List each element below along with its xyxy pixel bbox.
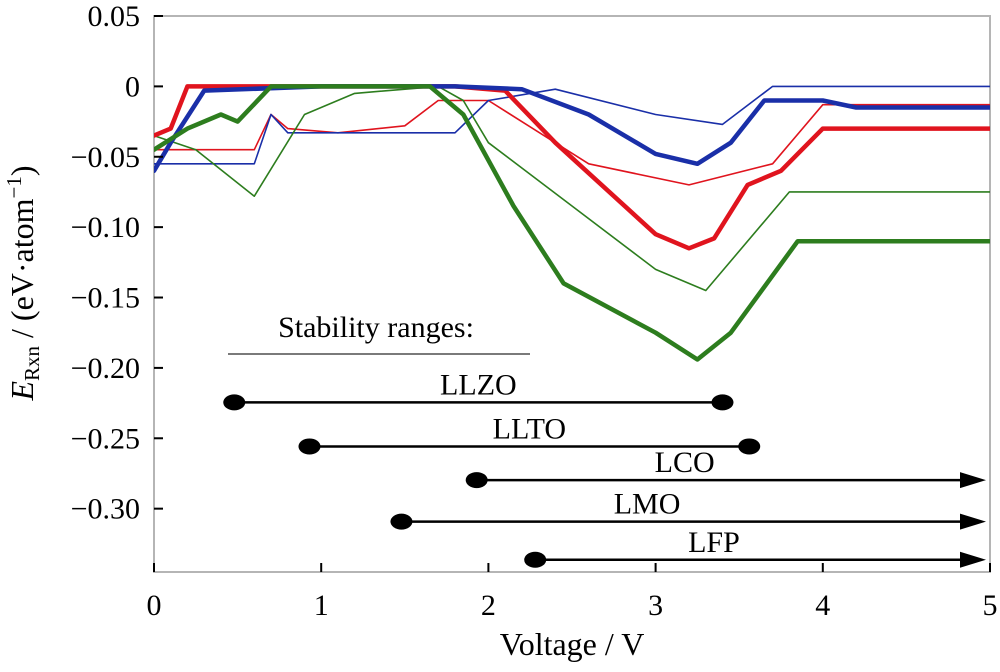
y-tick-label: −0.30 (71, 493, 140, 526)
x-tick-label: 0 (147, 589, 162, 622)
x-tick-label: 4 (815, 589, 830, 622)
range-start-dot-lmo (390, 513, 413, 530)
y-tick-label: 0.05 (88, 0, 141, 33)
y-axis-superscript: −1 (2, 176, 26, 198)
series-line-green-thick (154, 84, 990, 362)
y-tick-label: −0.15 (71, 282, 140, 315)
y-axis-unit: / (eV·atom (4, 198, 40, 346)
y-tick-label: −0.25 (71, 422, 140, 455)
series-layer (154, 84, 990, 362)
series-line-blue-thick (154, 84, 990, 174)
range-label-llto: LLTO (493, 412, 566, 445)
y-axis-title: ERxn / (eV·atom−1) (2, 165, 44, 401)
range-start-dot-llto (298, 438, 321, 455)
plot-frame (153, 15, 991, 573)
y-tick-label: −0.10 (71, 211, 140, 244)
range-arrowhead-lco (960, 472, 986, 489)
axes (153, 15, 991, 573)
x-tick-label: 1 (314, 589, 329, 622)
series-line-blue-thin (154, 85, 990, 165)
range-start-dot-lfp (524, 551, 547, 568)
x-axis-title: Voltage / V (500, 626, 645, 662)
range-label-llzo: LLZO (440, 368, 517, 401)
x-tick-label: 3 (648, 589, 663, 622)
series-line-green-thin (154, 85, 990, 292)
range-end-dot-llzo (711, 394, 734, 411)
range-label-lco: LCO (655, 446, 715, 479)
range-arrowhead-lfp (960, 551, 986, 568)
y-tick-label: −0.05 (71, 141, 140, 174)
tick-layer: 0 1 2 3 4 5 0.05 0 −0.05 −0.10 −0.15 −0.20 −0.25 −0.3… (71, 0, 998, 622)
range-start-dot-llzo (223, 394, 246, 411)
y-axis-symbol: E (4, 381, 40, 402)
range-label-lfp: LFP (688, 526, 740, 559)
series-line-red-thin (154, 99, 990, 186)
x-tick-label: 5 (983, 589, 998, 622)
y-axis-subscript: Rxn (20, 345, 44, 381)
range-start-dot-lco (465, 472, 488, 489)
range-end-dot-llto (738, 438, 761, 455)
range-label-lmo: LMO (614, 488, 681, 521)
range-arrowhead-lmo (960, 513, 986, 530)
y-tick-label: 0 (125, 70, 140, 103)
series-line-red-thick (154, 84, 990, 251)
y-tick-label: −0.20 (71, 352, 140, 385)
stability-ranges-heading: Stability ranges: (278, 311, 474, 344)
x-tick-label: 2 (481, 589, 496, 622)
y-axis-close: ) (4, 165, 40, 176)
